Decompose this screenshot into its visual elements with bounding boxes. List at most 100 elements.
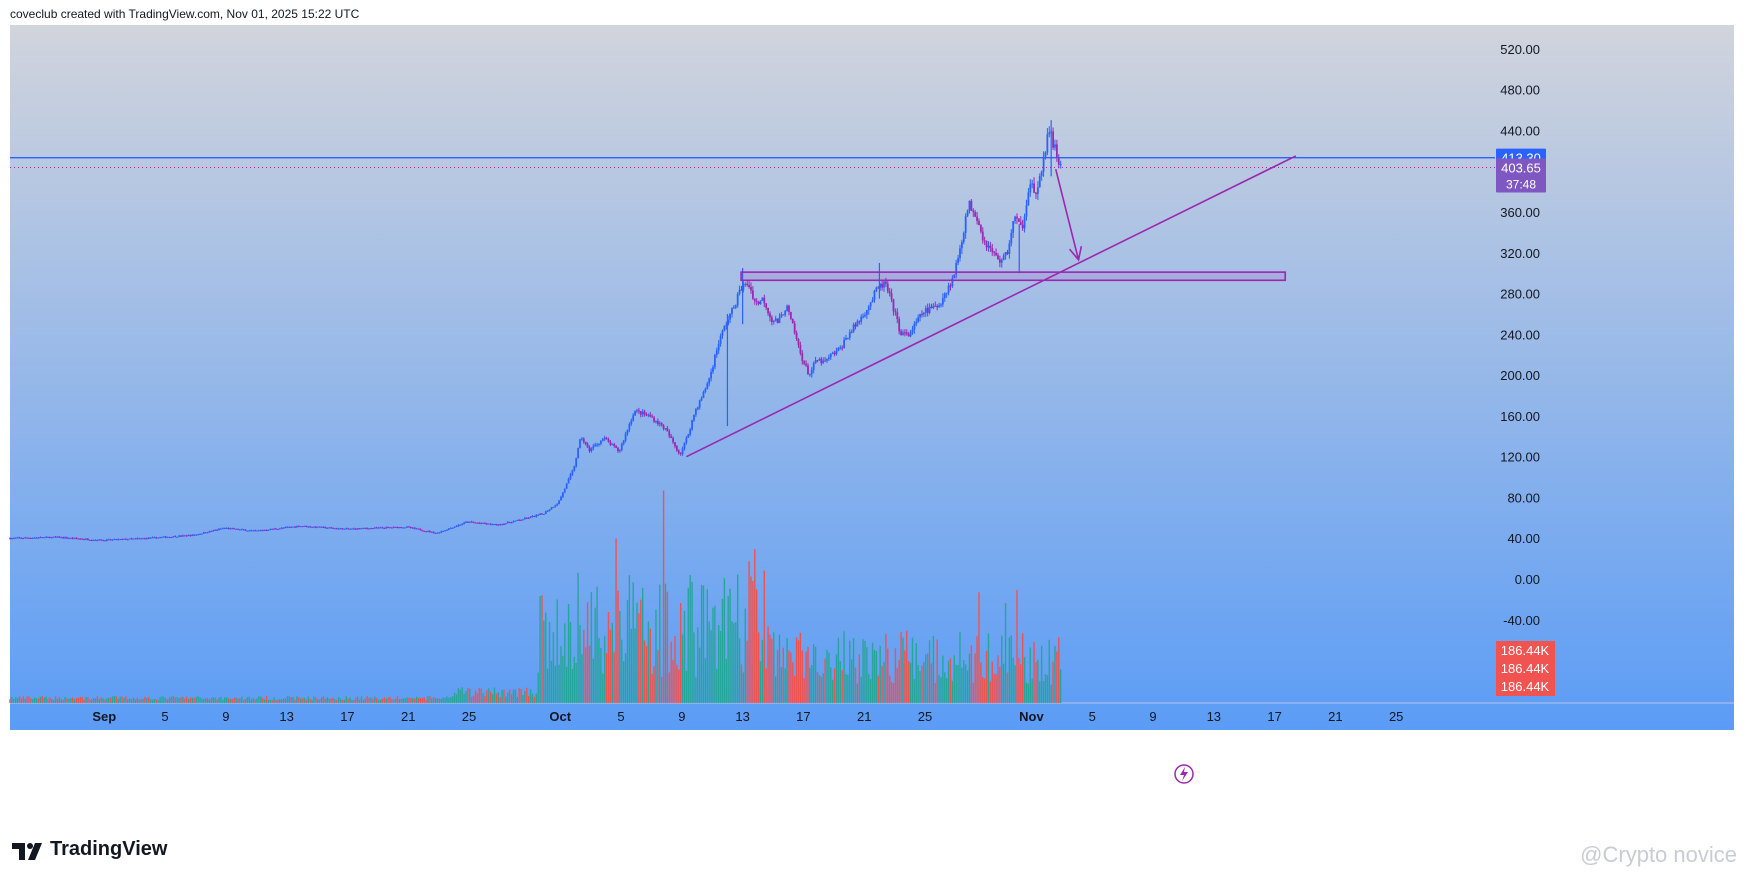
volume-bar [512, 689, 515, 703]
candle-body [527, 517, 530, 519]
volume-bar [602, 673, 604, 703]
volume-bar [318, 699, 321, 703]
volume-bar [835, 654, 838, 703]
candle-body [28, 537, 30, 539]
volume-bar [902, 637, 904, 703]
candle-body [869, 302, 872, 307]
volume-bar [330, 698, 332, 703]
volume-bar [537, 672, 539, 703]
candle-body [772, 320, 775, 322]
candle-body [202, 532, 205, 534]
candle-body [525, 517, 528, 519]
candle-body [917, 317, 920, 322]
volume-bar [421, 698, 423, 703]
volume-bar [503, 689, 505, 703]
volume-label: 186.44K [1501, 643, 1550, 658]
volume-bar [697, 627, 699, 703]
volume-bar [35, 698, 38, 703]
volume-bar [831, 679, 834, 703]
volume-bar [875, 651, 878, 703]
volume-bar [102, 698, 104, 703]
candle-body [622, 440, 625, 444]
candle-body [645, 414, 648, 416]
volume-bar [949, 658, 952, 703]
volume-bar [393, 699, 395, 703]
volume-bar [258, 696, 260, 703]
candle-body [278, 528, 281, 530]
candle-body [649, 414, 652, 417]
volume-bar [455, 694, 458, 703]
y-tick-label: 80.00 [1507, 490, 1540, 505]
candle-body [94, 539, 97, 541]
volume-bar [526, 687, 528, 703]
volume-bar [632, 582, 634, 703]
candle-body [351, 528, 353, 530]
volume-bar [351, 699, 353, 703]
candle-body [617, 447, 619, 451]
volume-bar [584, 647, 587, 703]
volume-bar [643, 640, 646, 703]
volume-bar [757, 632, 760, 703]
volume-bar [809, 667, 811, 703]
candle-body [639, 411, 642, 415]
volume-bar [45, 696, 47, 703]
volume-bar [887, 648, 889, 703]
volume-bar [862, 639, 864, 703]
volume-bar [90, 699, 93, 703]
volume-bar [104, 699, 106, 703]
candle-body [598, 443, 600, 445]
x-tick-label: Nov [1019, 709, 1044, 724]
volume-bar [624, 653, 627, 703]
volume-bar [911, 637, 914, 703]
candle-body [425, 531, 427, 533]
volume-bar [134, 699, 137, 703]
volume-bar [62, 699, 64, 703]
alert-icon[interactable] [1174, 764, 1194, 784]
volume-bar [1031, 678, 1033, 703]
support-zone [740, 271, 1287, 282]
candle-body [52, 536, 55, 538]
candle-body [487, 523, 490, 525]
candle-body [704, 388, 707, 392]
volume-bar [947, 660, 950, 703]
candle-body [626, 429, 629, 434]
volume-bar [185, 696, 188, 703]
volume-bar [659, 584, 661, 703]
candle-body [1057, 157, 1060, 165]
volume-bar [1018, 657, 1020, 703]
candle-body [518, 519, 521, 521]
candle-body [303, 525, 306, 527]
candle-body [1021, 224, 1024, 229]
volume-bar [710, 630, 712, 703]
candle-body [225, 528, 228, 530]
candle-body [438, 532, 441, 534]
candle-body [1059, 164, 1062, 166]
candle-body [951, 277, 954, 287]
candle-body [1046, 134, 1049, 153]
volume-bar [605, 653, 608, 703]
tradingview-logo[interactable]: TradingView [12, 838, 167, 861]
candle-body [12, 537, 15, 539]
volume-bar [600, 647, 602, 703]
volume-bar [558, 664, 560, 703]
volume-bar [746, 640, 748, 703]
volume-bar [413, 698, 416, 703]
candle-body [843, 339, 845, 348]
candle-body [161, 537, 163, 539]
candle-body [257, 530, 260, 532]
candle-body [102, 540, 104, 542]
candle-body [900, 331, 902, 335]
volume-bar [85, 697, 87, 703]
volume-bar [30, 698, 32, 703]
candle-body [138, 538, 141, 540]
drawings[interactable] [10, 155, 1495, 458]
candle-body [472, 522, 475, 524]
volume-bar [847, 674, 849, 703]
candle-body [715, 350, 718, 355]
volume-bar [695, 677, 697, 703]
volume-bar [769, 634, 771, 703]
volume-bar [396, 696, 399, 703]
candle-body [588, 447, 591, 452]
candle-body [383, 527, 386, 529]
